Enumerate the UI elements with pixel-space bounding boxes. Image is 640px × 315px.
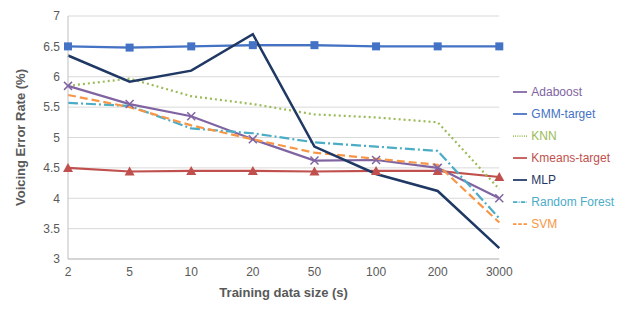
svg-text:Voicing Error Rate (%): Voicing Error Rate (%) xyxy=(13,69,28,206)
html-text:SVM: SVM xyxy=(531,216,558,231)
svg-text:Training data size (s): Training data size (s) xyxy=(219,285,348,300)
svg-text:20: 20 xyxy=(246,265,260,279)
svg-text:6.5: 6.5 xyxy=(43,40,60,54)
html-text:Adaboost: Adaboost xyxy=(531,84,582,99)
html-text:Random Forest: Random Forest xyxy=(531,194,614,209)
svg-text:4.5: 4.5 xyxy=(43,161,60,175)
svg-text:50: 50 xyxy=(308,265,322,279)
svg-text:200: 200 xyxy=(428,265,448,279)
svg-text:5: 5 xyxy=(53,131,60,145)
svg-text:7: 7 xyxy=(53,9,60,23)
html-text:MLP: MLP xyxy=(531,172,556,187)
svg-text:5: 5 xyxy=(126,265,133,279)
html-text:Kmeans-target: Kmeans-target xyxy=(531,150,610,165)
svg-text:4: 4 xyxy=(53,192,60,206)
svg-text:5.5: 5.5 xyxy=(43,100,60,114)
svg-text:3.5: 3.5 xyxy=(43,222,60,236)
svg-text:2: 2 xyxy=(65,265,72,279)
svg-text:6: 6 xyxy=(53,70,60,84)
svg-text:10: 10 xyxy=(185,265,199,279)
svg-text:100: 100 xyxy=(366,265,386,279)
svg-text:3: 3 xyxy=(53,252,60,266)
svg-text:3000: 3000 xyxy=(486,265,513,279)
html-text:KNN: KNN xyxy=(531,128,557,143)
html-text:GMM-target: GMM-target xyxy=(531,106,596,121)
